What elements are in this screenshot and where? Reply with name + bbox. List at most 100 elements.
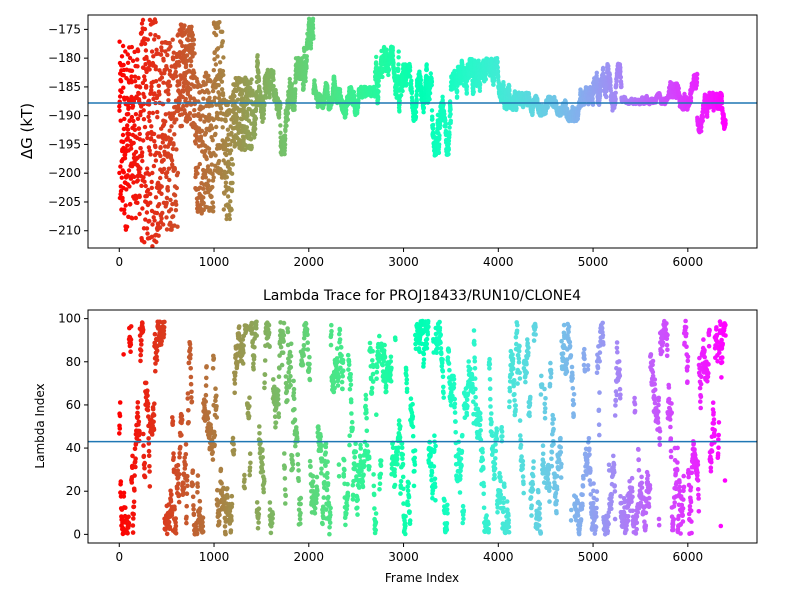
data-point bbox=[117, 104, 122, 109]
data-point bbox=[165, 88, 171, 93]
data-point bbox=[119, 175, 125, 180]
data-point bbox=[189, 24, 194, 29]
data-point bbox=[142, 41, 148, 46]
data-point bbox=[207, 95, 212, 101]
data-point bbox=[390, 53, 396, 58]
data-point bbox=[169, 124, 174, 129]
data-point bbox=[167, 128, 172, 133]
data-point bbox=[175, 170, 181, 176]
data-point bbox=[125, 135, 130, 141]
data-point bbox=[118, 188, 124, 194]
data-point bbox=[149, 84, 154, 89]
data-point bbox=[190, 46, 195, 51]
data-point bbox=[146, 98, 152, 104]
data-point bbox=[188, 58, 194, 64]
data-point bbox=[248, 80, 253, 86]
data-point bbox=[121, 170, 127, 175]
data-point bbox=[192, 108, 197, 113]
data-point bbox=[184, 53, 190, 58]
data-point bbox=[143, 48, 149, 53]
data-point bbox=[175, 224, 180, 229]
data-point bbox=[166, 166, 172, 171]
data-point bbox=[147, 118, 152, 124]
data-point bbox=[199, 128, 205, 134]
data-point bbox=[396, 49, 401, 54]
data-point bbox=[152, 139, 157, 144]
data-point bbox=[201, 96, 206, 101]
data-point bbox=[142, 94, 147, 100]
data-point bbox=[131, 118, 136, 124]
data-point bbox=[171, 142, 176, 147]
data-point bbox=[182, 110, 188, 116]
data-point bbox=[176, 59, 182, 65]
data-point bbox=[206, 178, 211, 183]
data-point bbox=[312, 78, 317, 83]
data-point bbox=[229, 188, 235, 194]
data-point bbox=[165, 170, 170, 175]
data-point bbox=[132, 123, 137, 128]
data-point bbox=[132, 79, 138, 84]
data-point bbox=[246, 118, 252, 123]
data-point bbox=[471, 89, 476, 95]
data-point bbox=[619, 84, 624, 89]
data-point bbox=[229, 130, 234, 136]
data-point bbox=[310, 16, 316, 21]
data-point bbox=[374, 54, 379, 60]
data-point bbox=[136, 91, 142, 96]
data-point bbox=[396, 62, 401, 67]
data-point bbox=[277, 112, 282, 117]
data-point bbox=[249, 77, 254, 82]
data-point bbox=[149, 234, 155, 239]
data-point bbox=[135, 48, 141, 54]
data-point bbox=[203, 148, 208, 154]
data-point bbox=[292, 107, 297, 112]
data-point bbox=[256, 78, 262, 83]
data-point bbox=[117, 170, 122, 176]
data-point bbox=[495, 69, 501, 74]
data-point bbox=[179, 75, 184, 80]
data-point bbox=[149, 124, 154, 129]
data-point bbox=[200, 186, 206, 191]
data-point bbox=[282, 151, 287, 157]
data-point bbox=[223, 180, 229, 185]
data-point bbox=[156, 35, 161, 40]
data-point bbox=[137, 131, 142, 137]
data-point bbox=[168, 197, 173, 203]
data-point bbox=[128, 176, 134, 181]
data-point bbox=[188, 63, 193, 68]
top-panel: 0 1000 2000 3000 4000 5000 6000 −175−180−185−1… bbox=[18, 14, 758, 269]
data-point bbox=[128, 138, 133, 144]
data-point bbox=[159, 184, 164, 189]
data-point bbox=[204, 156, 209, 162]
data-point bbox=[219, 79, 225, 84]
data-point bbox=[157, 225, 163, 230]
data-point bbox=[198, 134, 204, 139]
data-point bbox=[317, 92, 323, 98]
data-point bbox=[618, 65, 623, 70]
data-point bbox=[448, 112, 453, 117]
data-point bbox=[245, 113, 250, 119]
data-point bbox=[311, 36, 316, 41]
data-point bbox=[122, 116, 127, 122]
data-point bbox=[245, 97, 251, 103]
data-point bbox=[209, 162, 214, 167]
data-point bbox=[454, 94, 460, 99]
data-point bbox=[203, 175, 208, 180]
data-point bbox=[448, 107, 453, 112]
data-point bbox=[227, 166, 232, 172]
data-point bbox=[202, 74, 207, 79]
data-point bbox=[170, 37, 175, 42]
data-point bbox=[149, 49, 155, 54]
data-point bbox=[191, 42, 196, 47]
data-point bbox=[396, 67, 401, 72]
data-point bbox=[428, 71, 433, 76]
data-point bbox=[144, 69, 149, 75]
data-point bbox=[186, 81, 191, 86]
data-point bbox=[216, 25, 221, 30]
data-point bbox=[150, 110, 156, 116]
data-point bbox=[212, 95, 218, 101]
data-point bbox=[144, 56, 149, 61]
data-point bbox=[308, 46, 314, 51]
data-point bbox=[210, 200, 215, 205]
data-point bbox=[164, 66, 169, 71]
